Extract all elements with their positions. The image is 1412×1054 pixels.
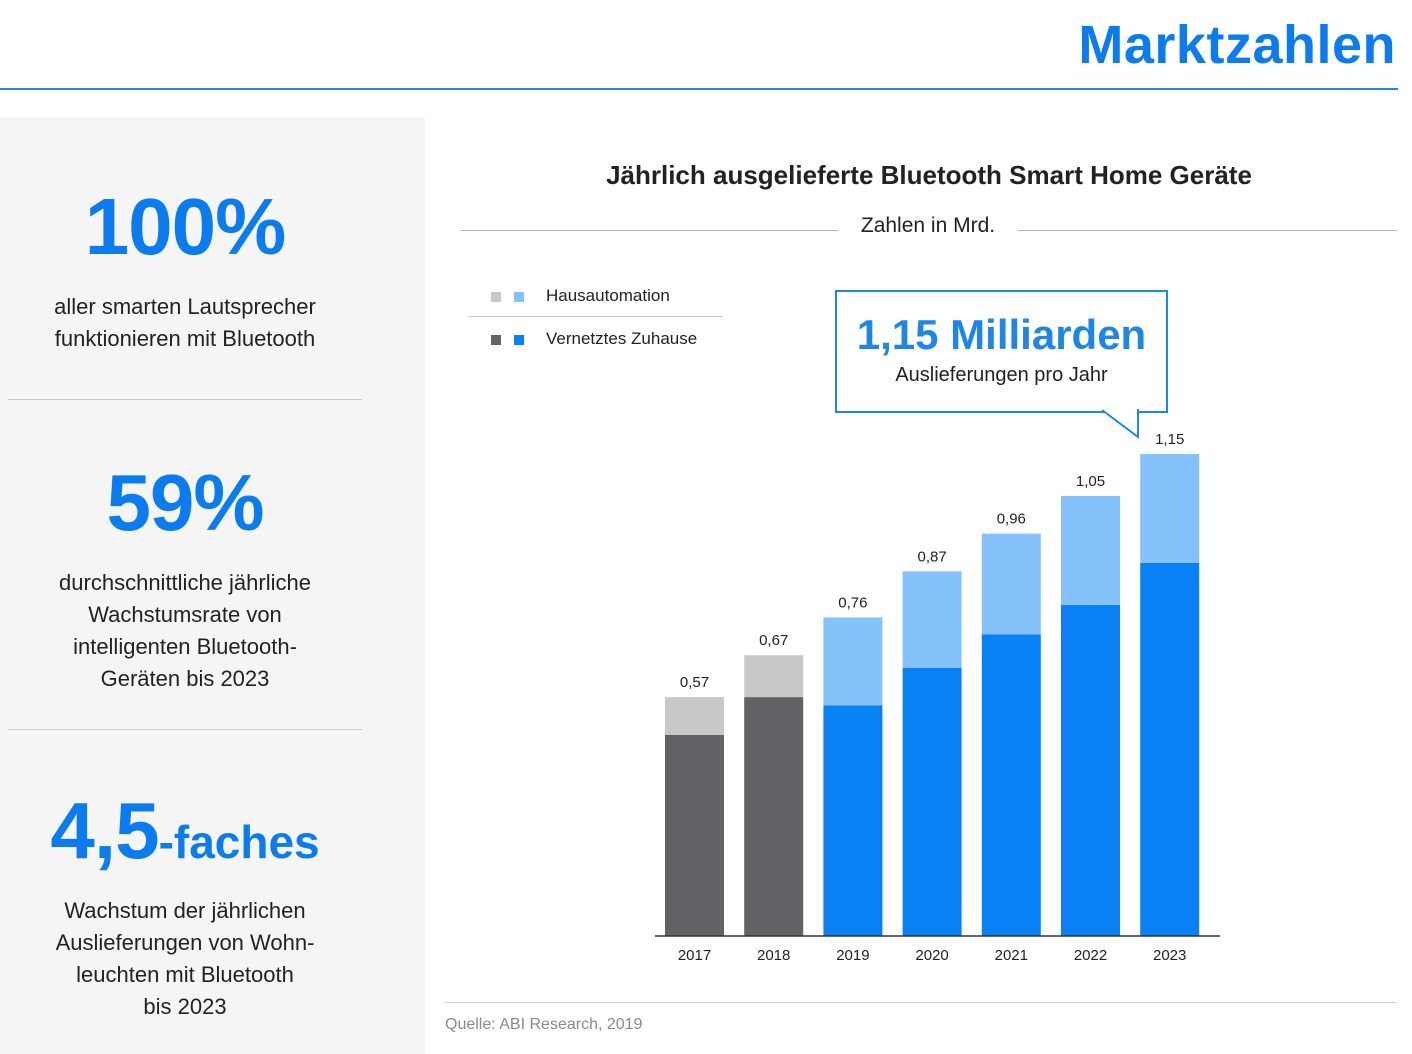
bar-segment-vernetztes-zuhause-2023 xyxy=(1140,562,1200,936)
legend-divider xyxy=(468,316,722,317)
chart-unit-label: Zahlen in Mrd. xyxy=(860,214,996,237)
bar-segment-hausautomation-2022 xyxy=(1061,495,1120,605)
bar-total-label: 0,76 xyxy=(838,594,867,611)
legend-item-hausautomation: Hausautomation xyxy=(468,282,722,312)
stat-description: Wachstum der jährlichen Auslieferungen vo… xyxy=(55,898,315,1019)
bar-segment-hausautomation-2017 xyxy=(665,697,724,735)
chart-title: Jährlich ausgelieferte Bluetooth Smart H… xyxy=(606,160,1252,190)
x-tick-label: 2020 xyxy=(915,947,948,964)
bar-segment-hausautomation-2023 xyxy=(1140,454,1200,563)
bar-segment-vernetztes-zuhause-2019 xyxy=(823,705,883,936)
bar-segment-vernetztes-zuhause-2020 xyxy=(902,667,962,936)
x-tick-label: 2022 xyxy=(1074,947,1107,964)
x-tick-label: 2018 xyxy=(757,947,790,964)
page-title: Marktzahlen xyxy=(1078,15,1396,75)
legend-swatch-blue-dark xyxy=(514,335,524,345)
x-tick-label: 2023 xyxy=(1153,947,1186,964)
bar-segment-hausautomation-2021 xyxy=(981,533,1041,635)
highlight-callout: 1,15 Milliarden Auslieferungen pro Jahr xyxy=(835,290,1168,413)
stat-value: 100% xyxy=(84,182,287,271)
stat-value: 4,5-faches xyxy=(50,786,320,875)
bar-segment-vernetztes-zuhause-2018 xyxy=(744,697,804,936)
x-tick-label: 2021 xyxy=(995,947,1028,964)
bar-total-label: 0,87 xyxy=(917,548,946,565)
unit-divider-right xyxy=(1018,230,1397,231)
bar-segment-vernetztes-zuhause-2017 xyxy=(665,734,724,936)
bar-segment-vernetztes-zuhause-2022 xyxy=(1061,604,1120,936)
callout-value: 1,15 Milliarden xyxy=(856,311,1147,358)
bar-total-label: 1,05 xyxy=(1076,473,1105,490)
bar-segment-hausautomation-2020 xyxy=(902,571,962,668)
chart-legend: Hausautomation Vernetztes Zuhause xyxy=(468,282,722,355)
legend-swatch-blue-light xyxy=(514,292,524,302)
stat-description: durchschnittliche jährliche Wachstumsrate… xyxy=(59,570,311,691)
panel-divider xyxy=(8,729,362,730)
bar-segment-hausautomation-2018 xyxy=(744,655,804,698)
bar-segment-hausautomation-2019 xyxy=(823,617,883,706)
bar-segment-vernetztes-zuhause-2021 xyxy=(981,634,1041,936)
callout-text: Auslieferungen pro Jahr xyxy=(895,364,1108,386)
stat-description: aller smarten Lautsprecher funktionieren … xyxy=(54,294,316,351)
bar-total-label: 0,57 xyxy=(680,674,709,691)
stat-value: 59% xyxy=(106,458,264,547)
x-tick-label: 2017 xyxy=(678,947,711,964)
bar-total-label: 0,96 xyxy=(997,511,1026,528)
x-tick-label: 2019 xyxy=(836,947,869,964)
header-divider xyxy=(0,88,1398,90)
legend-swatch-gray-dark xyxy=(491,335,501,345)
stat-growth-rate: 59% durchschnittliche jährliche Wachstums… xyxy=(0,463,370,695)
callout-pointer xyxy=(1101,409,1139,439)
bar-total-label: 1,15 xyxy=(1155,431,1184,448)
legend-label: Hausautomation xyxy=(546,286,670,305)
legend-swatch-gray-light xyxy=(491,292,501,302)
stat-speakers: 100% aller smarten Lautsprecher funktioni… xyxy=(0,187,370,355)
legend-label: Vernetztes Zuhause xyxy=(546,329,698,348)
legend-item-vernetztes-zuhause: Vernetztes Zuhause xyxy=(468,325,722,355)
unit-divider-left xyxy=(461,230,838,231)
panel-divider xyxy=(8,399,362,400)
bar-total-label: 0,67 xyxy=(759,632,788,649)
key-figures-panel: 100% aller smarten Lautsprecher funktioni… xyxy=(0,117,425,1054)
stat-lighting-growth: 4,5-faches Wachstum der jährlichen Auslie… xyxy=(0,791,370,1023)
source-note: Quelle: ABI Research, 2019 xyxy=(445,1016,643,1033)
source-divider xyxy=(445,1002,1397,1003)
